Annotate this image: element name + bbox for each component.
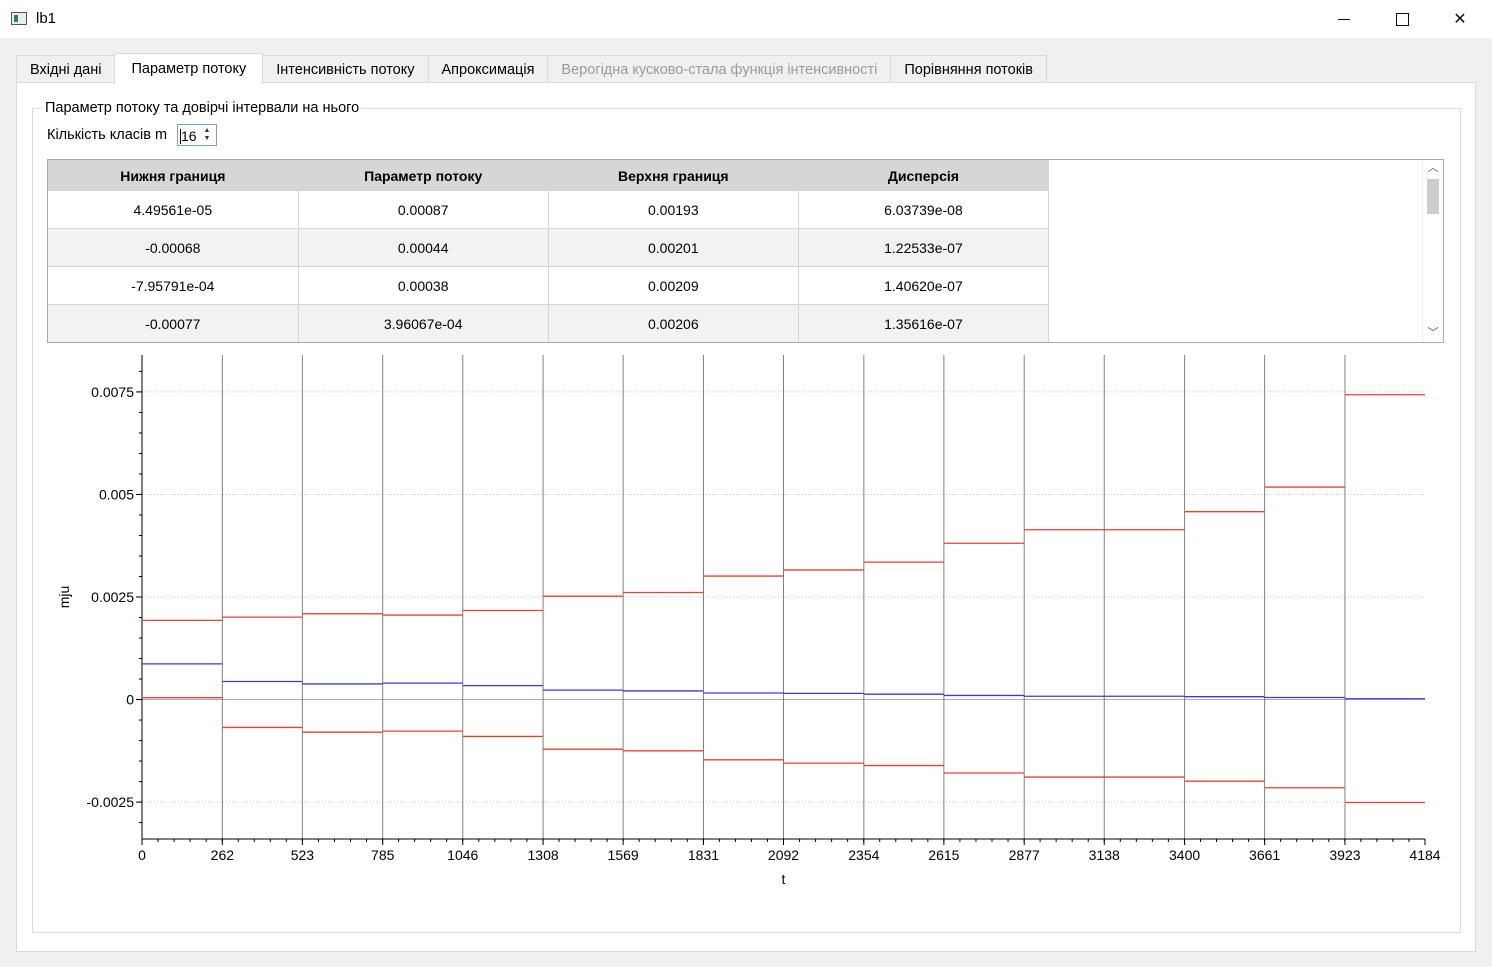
y-tick-label: -0.0025 — [87, 794, 135, 810]
table-row[interactable]: -0.00077 3.96067e-04 0.00206 1.35616e-07 — [48, 304, 1050, 342]
tab-flow-parameter[interactable]: Параметр потоку — [114, 53, 264, 84]
groupbox-title: Параметр потоку та довірчі інтервали на … — [43, 100, 362, 116]
x-tick-label: 3923 — [1329, 847, 1360, 863]
table-cell[interactable]: 4.49561e-05 — [48, 191, 299, 229]
app-icon — [11, 12, 27, 25]
minimize-icon — [1338, 18, 1350, 20]
x-tick-label: 3661 — [1249, 847, 1280, 863]
table-cell[interactable]: 0.00201 — [548, 228, 799, 267]
y-tick-label: 0 — [126, 692, 134, 708]
y-tick-label: 0.0075 — [91, 384, 134, 400]
tab-flow-intensity[interactable]: Інтенсивність потоку — [262, 55, 429, 84]
x-axis-label: t — [782, 871, 786, 887]
y-tick-label: 0.0025 — [91, 589, 134, 605]
table-cell[interactable]: 0.00038 — [298, 266, 549, 305]
classes-value[interactable]: 16 — [180, 128, 197, 144]
table-row[interactable]: -0.00068 0.00044 0.00201 1.22533e-07 — [48, 228, 1050, 267]
close-button[interactable]: ✕ — [1431, 0, 1489, 38]
x-tick-label: 4184 — [1409, 847, 1440, 863]
table-cell[interactable]: 3.96067e-04 — [298, 304, 549, 342]
column-header[interactable]: Верхня границя — [548, 160, 799, 191]
close-icon: ✕ — [1453, 11, 1467, 28]
table-cell[interactable] — [798, 343, 1048, 344]
title-bar: lb1 ✕ — [0, 0, 1492, 39]
x-tick-label: 3400 — [1169, 847, 1200, 863]
x-tick-label: 1308 — [528, 847, 559, 863]
x-tick-label: 2092 — [768, 847, 799, 863]
spin-down-icon[interactable]: ▼ — [203, 135, 211, 142]
table-cell[interactable]: 1.22533e-07 — [798, 228, 1050, 267]
scrollbar-thumb[interactable] — [1427, 179, 1439, 214]
x-tick-label: 785 — [371, 847, 395, 863]
y-axis-label: mju — [56, 586, 72, 609]
table-vertical-scrollbar[interactable]: ︿ ﹀ — [1422, 160, 1443, 342]
table-row[interactable]: -7.95791e-04 0.00038 0.00209 1.40620e-07 — [48, 266, 1050, 305]
x-tick-label: 1569 — [608, 847, 639, 863]
table-cell[interactable]: 0.00193 — [548, 191, 799, 229]
table-cell[interactable]: 0.00044 — [298, 228, 549, 267]
flow-parameter-chart: 0 262 523 785 1046 1308 1569 1831 2092 2354 2615 28… — [56, 355, 1441, 887]
y-tick-label: 0.005 — [99, 486, 134, 502]
table-row[interactable]: 4.49561e-05 0.00087 0.00193 6.03739e-08 — [48, 191, 1050, 229]
x-tick-label: 2354 — [848, 847, 879, 863]
x-tick-label: 523 — [291, 847, 315, 863]
spin-up-icon[interactable]: ▲ — [203, 127, 211, 134]
maximize-button[interactable] — [1373, 0, 1431, 38]
x-tick-label: 2615 — [928, 847, 959, 863]
tab-approximation[interactable]: Апроксимація — [427, 55, 549, 84]
tab-input-data[interactable]: Вхідні дані — [16, 55, 116, 84]
table-cell[interactable]: 1.40620e-07 — [798, 266, 1050, 305]
table-cell[interactable]: 6.03739e-08 — [798, 191, 1050, 229]
table-cell[interactable]: 0.00206 — [548, 304, 799, 342]
x-tick-label: 1046 — [447, 847, 478, 863]
spin-buttons[interactable]: ▲ ▼ — [200, 127, 214, 143]
parameter-groupbox: Параметр потоку та довірчі інтервали на … — [32, 100, 1461, 933]
classes-spinbox[interactable]: 16 ▲ ▼ — [177, 124, 217, 146]
table-cell[interactable]: 1.35616e-07 — [798, 304, 1050, 342]
window-title: lb1 — [36, 10, 57, 27]
x-tick-label: 2877 — [1009, 847, 1040, 863]
table-cell[interactable]: 0.00209 — [548, 266, 799, 305]
x-tick-label: 262 — [211, 847, 235, 863]
parameter-table[interactable]: Нижня границя Параметр потоку Верхня гра… — [47, 159, 1444, 343]
column-header[interactable]: Параметр потоку — [298, 160, 549, 191]
minimize-button[interactable] — [1315, 0, 1373, 38]
chevron-up-icon[interactable]: ︿ — [1427, 162, 1439, 174]
tab-panel: Параметр потоку та довірчі інтервали на … — [16, 82, 1476, 952]
tab-bar: Вхідні дані Параметр потоку Інтенсивніст… — [16, 53, 1047, 84]
x-tick-label: 3138 — [1089, 847, 1120, 863]
chevron-down-icon[interactable]: ﹀ — [1427, 327, 1439, 339]
column-header[interactable]: Дисперсія — [798, 160, 1050, 191]
tab-flow-comparison[interactable]: Порівняння потоків — [890, 55, 1047, 84]
table-cell[interactable] — [548, 343, 798, 344]
table-cell[interactable] — [48, 343, 298, 344]
table-cell[interactable]: -0.00077 — [48, 304, 299, 342]
table-cell[interactable]: -0.00068 — [48, 228, 299, 267]
tab-piecewise-intensity: Верогідна кусково-стала функція інтенсив… — [547, 55, 892, 84]
classes-label: Кількість класів m — [47, 127, 168, 143]
column-header[interactable]: Нижня границя — [48, 160, 299, 191]
client-area: Вхідні дані Параметр потоку Інтенсивніст… — [0, 38, 1492, 967]
table-cell[interactable] — [298, 343, 548, 344]
table-cell[interactable]: -7.95791e-04 — [48, 266, 299, 305]
table-cell[interactable]: 0.00087 — [298, 191, 549, 229]
maximize-icon — [1395, 12, 1409, 26]
table-row[interactable] — [48, 343, 1049, 344]
x-tick-label: 1831 — [688, 847, 719, 863]
table-header-row: Нижня границя Параметр потоку Верхня гра… — [48, 160, 1050, 191]
x-tick-label: 0 — [138, 847, 146, 863]
